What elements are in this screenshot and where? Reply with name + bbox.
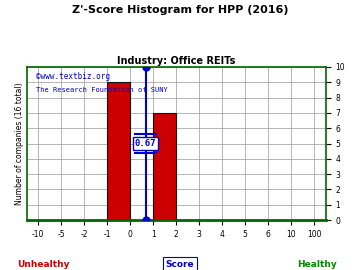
Text: 0.67: 0.67	[135, 139, 156, 148]
Bar	[107, 82, 130, 220]
Text: The Research Foundation of SUNY: The Research Foundation of SUNY	[36, 87, 167, 93]
Text: ©www.textbiz.org: ©www.textbiz.org	[36, 72, 110, 80]
Title: Industry: Office REITs: Industry: Office REITs	[117, 56, 235, 66]
Text: Unhealthy: Unhealthy	[17, 260, 69, 269]
Text: Z'-Score Histogram for HPP (2016): Z'-Score Histogram for HPP (2016)	[72, 5, 288, 15]
Y-axis label: Number of companies (16 total): Number of companies (16 total)	[15, 82, 24, 205]
Text: Healthy: Healthy	[297, 260, 337, 269]
Text: Score: Score	[166, 260, 194, 269]
Bar	[153, 113, 176, 220]
